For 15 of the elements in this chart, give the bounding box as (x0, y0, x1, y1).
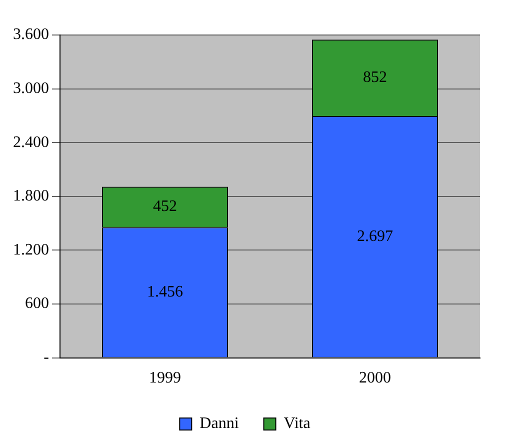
y-tick-label: 2.400 (13, 134, 49, 151)
y-tick-label: - (44, 349, 49, 366)
y-tick-label: 1.800 (13, 188, 49, 205)
data-label: 852 (363, 68, 387, 86)
y-tick-label: 3.000 (13, 80, 49, 98)
legend-label: Vita (284, 415, 310, 432)
legend-label: Danni (200, 415, 240, 432)
data-label: 2.697 (357, 228, 393, 245)
y-tick-label: 600 (25, 295, 49, 312)
x-tick-label: 2000 (359, 370, 391, 387)
data-label: 452 (153, 198, 177, 216)
y-tick-label: 1.200 (13, 241, 49, 258)
data-label: 1.456 (147, 283, 183, 300)
y-tick-label: 3.600 (13, 26, 49, 44)
x-tick-label: 1999 (149, 370, 181, 387)
